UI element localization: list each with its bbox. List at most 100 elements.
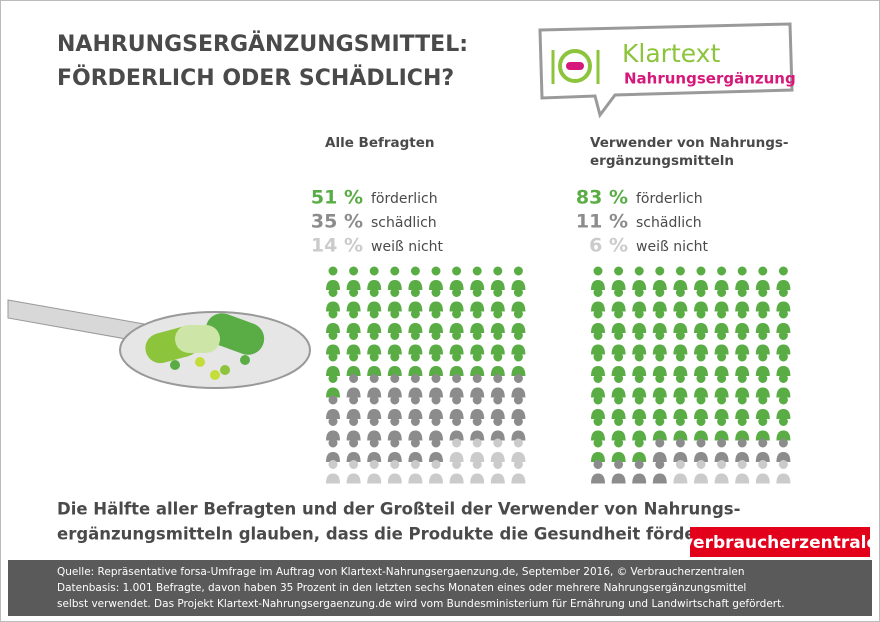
person-icon: [611, 309, 626, 333]
person-icon: [346, 266, 361, 290]
person-icon: [367, 309, 382, 333]
person-icon: [326, 395, 340, 419]
person-icon: [632, 266, 647, 290]
icon-group: [591, 438, 791, 484]
person-icon: [387, 417, 402, 441]
chart-title: Verwender von Nahrungs-: [590, 135, 789, 151]
person-icon: [470, 438, 485, 462]
person-icon: [387, 438, 402, 462]
person-icon: [673, 288, 688, 312]
person-icon: [346, 374, 361, 398]
logo-text: Nahrungsergänzung: [624, 70, 796, 88]
person-icon: [346, 395, 361, 419]
person-icon: [694, 309, 708, 333]
person-icon: [755, 288, 770, 312]
person-icon: [346, 331, 361, 355]
person-icon: [367, 460, 382, 484]
title-line: NAHRUNGSERGÄNZUNGSMITTEL:: [57, 31, 468, 57]
caption: Die Hälfte aller Befragten und der Großt…: [57, 500, 740, 544]
person-icon: [776, 417, 791, 441]
person-icon: [408, 438, 423, 462]
person-icon: [755, 352, 770, 376]
person-icon: [755, 309, 770, 333]
person-icon: [611, 331, 626, 355]
person-icon: [611, 438, 626, 462]
person-icon: [326, 374, 340, 398]
person-icon: [387, 288, 402, 312]
person-icon: [470, 460, 485, 484]
person-icon: [449, 395, 464, 419]
person-icon: [511, 288, 526, 312]
person-icon: [611, 417, 626, 441]
person-icon: [346, 417, 361, 441]
person-icon: [652, 352, 667, 376]
person-icon: [408, 331, 423, 355]
person-icon: [387, 309, 402, 333]
chart-title: ergänzungsmitteln: [590, 153, 734, 169]
person-icon: [591, 266, 605, 290]
person-icon: [429, 288, 443, 312]
person-icon: [429, 331, 443, 355]
person-icon: [694, 395, 708, 419]
category-label: förderlich: [636, 191, 703, 207]
person-icon: [326, 331, 340, 355]
person-icon: [694, 438, 708, 462]
person-icon: [387, 352, 402, 376]
person-icon: [408, 417, 423, 441]
caption-line: Die Hälfte aller Befragten und der Großt…: [57, 500, 740, 519]
person-icon: [367, 374, 382, 398]
person-icon: [511, 438, 526, 462]
person-icon: [611, 288, 626, 312]
person-icon: [367, 266, 382, 290]
category-label: förderlich: [371, 191, 438, 207]
icon-group: [591, 266, 791, 462]
person-icon: [367, 352, 382, 376]
person-icon: [326, 417, 340, 441]
icon-group: [326, 374, 526, 462]
person-icon: [470, 352, 485, 376]
person-icon: [735, 331, 750, 355]
chart-title: Alle Befragten: [325, 135, 435, 151]
person-icon: [652, 417, 667, 441]
person-icon: [694, 460, 708, 484]
person-icon: [429, 374, 443, 398]
icon-group: [673, 460, 791, 484]
person-icon: [326, 438, 340, 462]
person-icon: [408, 395, 423, 419]
person-icon: [490, 374, 505, 398]
person-icon: [367, 395, 382, 419]
person-icon: [511, 331, 526, 355]
person-icon: [714, 266, 729, 290]
person-icon: [714, 460, 729, 484]
person-icon: [776, 288, 791, 312]
person-icon: [490, 438, 505, 462]
person-icon: [387, 374, 402, 398]
person-icon: [632, 374, 647, 398]
person-icon: [408, 352, 423, 376]
value-label: 6 %: [589, 235, 628, 257]
person-icon: [591, 309, 605, 333]
person-icon: [714, 395, 729, 419]
person-icon: [490, 352, 505, 376]
caption-line: ergänzungsmitteln glauben, dass die Prod…: [57, 525, 722, 544]
person-icon: [652, 309, 667, 333]
person-icon: [673, 374, 688, 398]
person-icon: [755, 331, 770, 355]
person-icon: [429, 309, 443, 333]
person-icon: [449, 438, 464, 462]
value-label: 35 %: [311, 211, 363, 233]
person-icon: [694, 374, 708, 398]
person-icon: [470, 417, 485, 441]
person-icon: [367, 417, 382, 441]
person-icon: [470, 331, 485, 355]
person-icon: [632, 352, 647, 376]
person-icon: [449, 374, 464, 398]
title-line: FÖRDERLICH ODER SCHÄDLICH?: [57, 65, 454, 91]
value-label: 51 %: [311, 187, 363, 209]
person-icon: [346, 460, 361, 484]
person-icon: [470, 266, 485, 290]
person-icon: [490, 395, 505, 419]
person-icon: [470, 374, 485, 398]
person-icon: [611, 352, 626, 376]
